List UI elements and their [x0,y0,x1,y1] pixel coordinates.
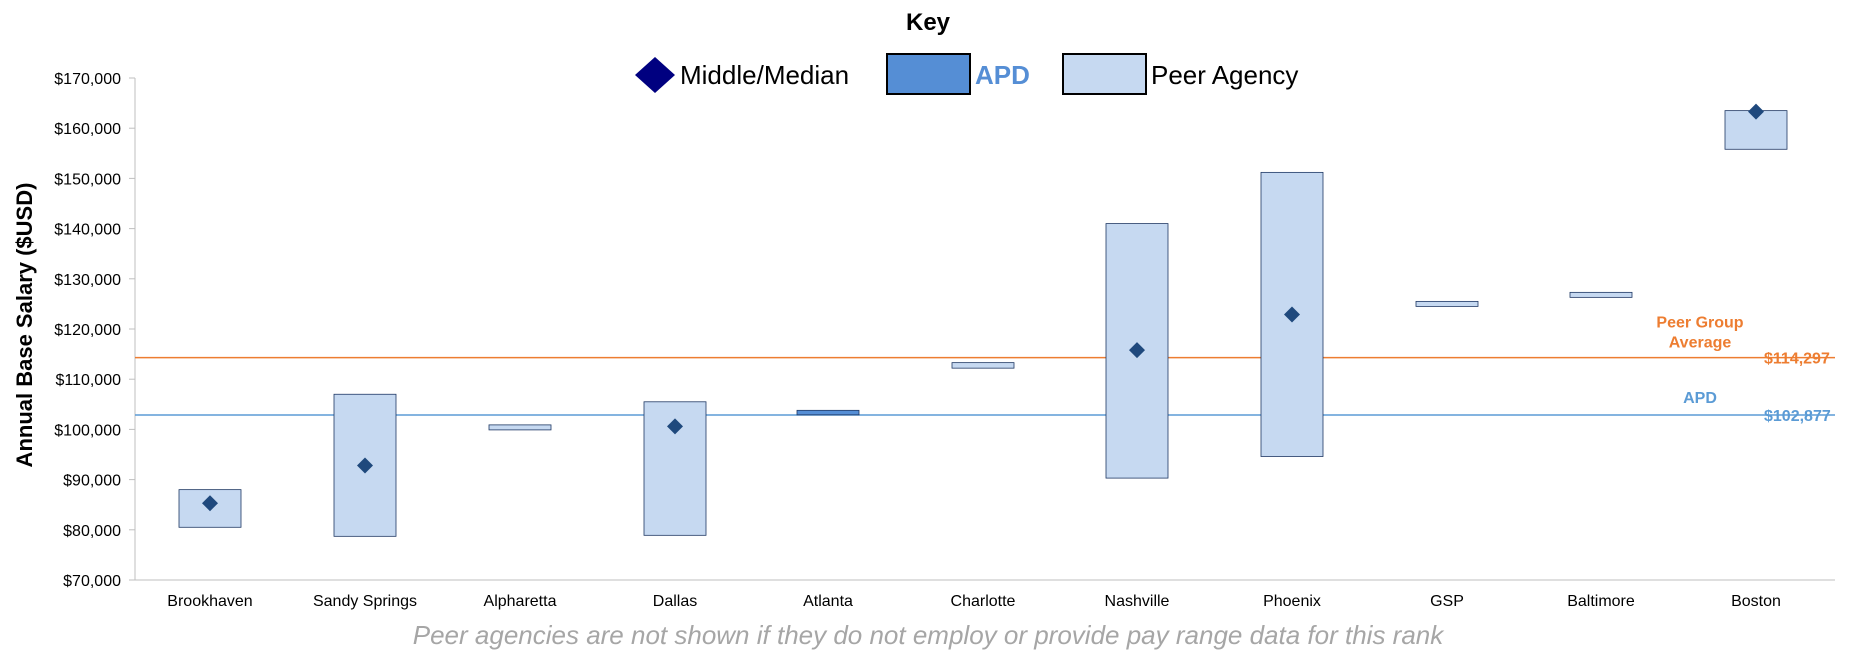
y-tick-label: $70,000 [63,573,121,590]
median-marker [202,495,218,512]
range-box [1415,300,1479,307]
x-tick-label: GSP [1430,593,1464,610]
legend: Key Middle/Median APD Peer Agency [635,9,1298,95]
y-tick-label: $150,000 [54,171,121,188]
x-tick-label: Boston [1731,593,1781,610]
y-axis-title: Annual Base Salary ($USD) [12,183,37,468]
x-tick-label: Alpharetta [484,593,557,610]
x-tick-label: Sandy Springs [313,593,417,610]
y-tick-label: $160,000 [54,121,121,138]
x-tick-label: Atlanta [803,593,853,610]
median-marker [357,457,373,474]
legend-label-median: Middle/Median [680,60,849,90]
median-marker [667,418,683,435]
reference-value-label: $102,877 [1764,408,1831,425]
reference-name-label: Peer Group [1656,315,1743,332]
legend-label-apd: APD [975,60,1030,90]
reference-name-label: APD [1683,390,1717,407]
range-box [796,409,860,416]
legend-title: Key [906,9,951,36]
footnote: Peer agencies are not shown if they do n… [413,620,1445,650]
median-marker [1284,306,1300,323]
legend-label-peer: Peer Agency [1151,60,1298,90]
y-tick-label: $130,000 [54,272,121,289]
plot-area: $70,000 $80,000 $90,000 $100,000 $110,000 $12… [54,71,1835,610]
y-tick-label: $110,000 [55,372,121,389]
reference-value-label: $114,297 [1764,351,1830,368]
reference-name-label: Average [1669,335,1732,352]
y-tick-label: $170,000 [54,71,121,88]
median-marker [1748,103,1764,120]
x-tick-label: Nashville [1105,593,1170,610]
y-tick-label: $100,000 [54,422,121,439]
x-tick-label: Dallas [653,593,697,610]
range-box [951,362,1015,369]
x-tick-label: Phoenix [1263,593,1321,610]
range-box [488,424,552,431]
legend-apd-swatch [886,53,971,95]
y-tick-label: $90,000 [63,473,121,490]
legend-median-diamond-icon [635,57,675,93]
y-tick-label: $120,000 [54,322,121,339]
legend-peer-swatch [1062,53,1147,95]
median-marker [1129,342,1145,359]
x-tick-label: Charlotte [951,593,1016,610]
x-tick-label: Brookhaven [167,593,252,610]
x-tick-label: Baltimore [1567,593,1635,610]
range-box [1569,291,1633,298]
y-tick-label: $140,000 [54,222,121,239]
y-tick-label: $80,000 [63,523,121,540]
